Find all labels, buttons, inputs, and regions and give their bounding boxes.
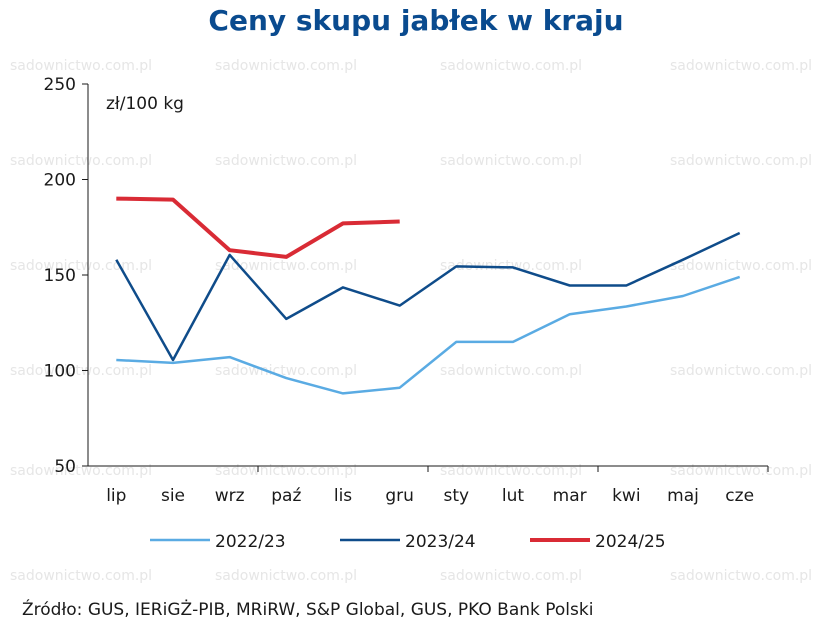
x-tick-label: paź xyxy=(271,486,301,506)
x-tick-label: sty xyxy=(444,486,470,506)
watermark-text: sadownictwo.com.pl xyxy=(10,58,152,74)
series-line-2022-23 xyxy=(116,275,741,395)
watermark-text: sadownictwo.com.pl xyxy=(440,463,582,479)
watermark-text: sadownictwo.com.pl xyxy=(670,568,812,584)
watermark-layer: sadownictwo.com.pl sadownictwo.com.pl sado… xyxy=(10,58,812,584)
watermark-text: sadownictwo.com.pl xyxy=(215,363,357,379)
watermark-text: sadownictwo.com.pl xyxy=(215,258,357,274)
y-axis-ticks: 50 100 150 200 250 xyxy=(44,75,88,477)
x-tick-label: wrz xyxy=(215,486,245,506)
watermark-text: sadownictwo.com.pl xyxy=(215,568,357,584)
watermark-text: sadownictwo.com.pl xyxy=(670,463,812,479)
legend-label: 2022/23 xyxy=(215,532,286,552)
watermark-text: sadownictwo.com.pl xyxy=(10,363,152,379)
y-tick-label: 250 xyxy=(44,75,76,95)
legend-label: 2023/24 xyxy=(405,532,476,552)
x-tick-label: mar xyxy=(553,486,587,506)
series-layer xyxy=(115,196,741,395)
watermark-text: sadownictwo.com.pl xyxy=(215,463,357,479)
y-unit-label: zł/100 kg xyxy=(106,94,184,114)
x-tick-label: lip xyxy=(106,486,126,506)
watermark-text: sadownictwo.com.pl xyxy=(440,58,582,74)
x-tick-label: kwi xyxy=(612,486,640,506)
watermark-text: sadownictwo.com.pl xyxy=(215,153,357,169)
y-tick-label: 50 xyxy=(54,457,76,477)
watermark-text: sadownictwo.com.pl xyxy=(670,363,812,379)
y-tick-label: 100 xyxy=(44,362,76,382)
watermark-text: sadownictwo.com.pl xyxy=(440,363,582,379)
x-tick-label: maj xyxy=(667,486,699,506)
x-tick-label: lis xyxy=(334,486,352,506)
watermark-text: sadownictwo.com.pl xyxy=(10,568,152,584)
watermark-text: sadownictwo.com.pl xyxy=(440,568,582,584)
chart-title: Ceny skupu jabłek w kraju xyxy=(208,4,624,37)
watermark-text: sadownictwo.com.pl xyxy=(10,258,152,274)
legend-label: 2024/25 xyxy=(595,532,666,552)
x-tick-label: cze xyxy=(725,486,754,506)
x-tick-label: sie xyxy=(161,486,185,506)
x-tick-label: gru xyxy=(385,486,414,506)
watermark-text: sadownictwo.com.pl xyxy=(440,258,582,274)
legend: 2022/23 2023/24 2024/25 xyxy=(150,532,666,552)
watermark-text: sadownictwo.com.pl xyxy=(670,58,812,74)
watermark-text: sadownictwo.com.pl xyxy=(10,153,152,169)
x-tick-label: lut xyxy=(502,486,524,506)
x-axis-ticks: lip sie wrz paź lis gru sty lut mar kwi maj cze xyxy=(106,466,769,506)
series-line-2024-25 xyxy=(116,196,400,259)
y-tick-label: 150 xyxy=(44,266,76,286)
watermark-text: sadownictwo.com.pl xyxy=(215,58,357,74)
watermark-text: sadownictwo.com.pl xyxy=(670,258,812,274)
series-line-2023-24 xyxy=(115,231,741,362)
y-tick-label: 200 xyxy=(44,171,76,191)
watermark-text: sadownictwo.com.pl xyxy=(670,153,812,169)
watermark-text: sadownictwo.com.pl xyxy=(10,463,152,479)
source-note: Źródło: GUS, IERiGŻ-PIB, MRiRW, S&P Glob… xyxy=(22,600,594,620)
watermark-text: sadownictwo.com.pl xyxy=(440,153,582,169)
